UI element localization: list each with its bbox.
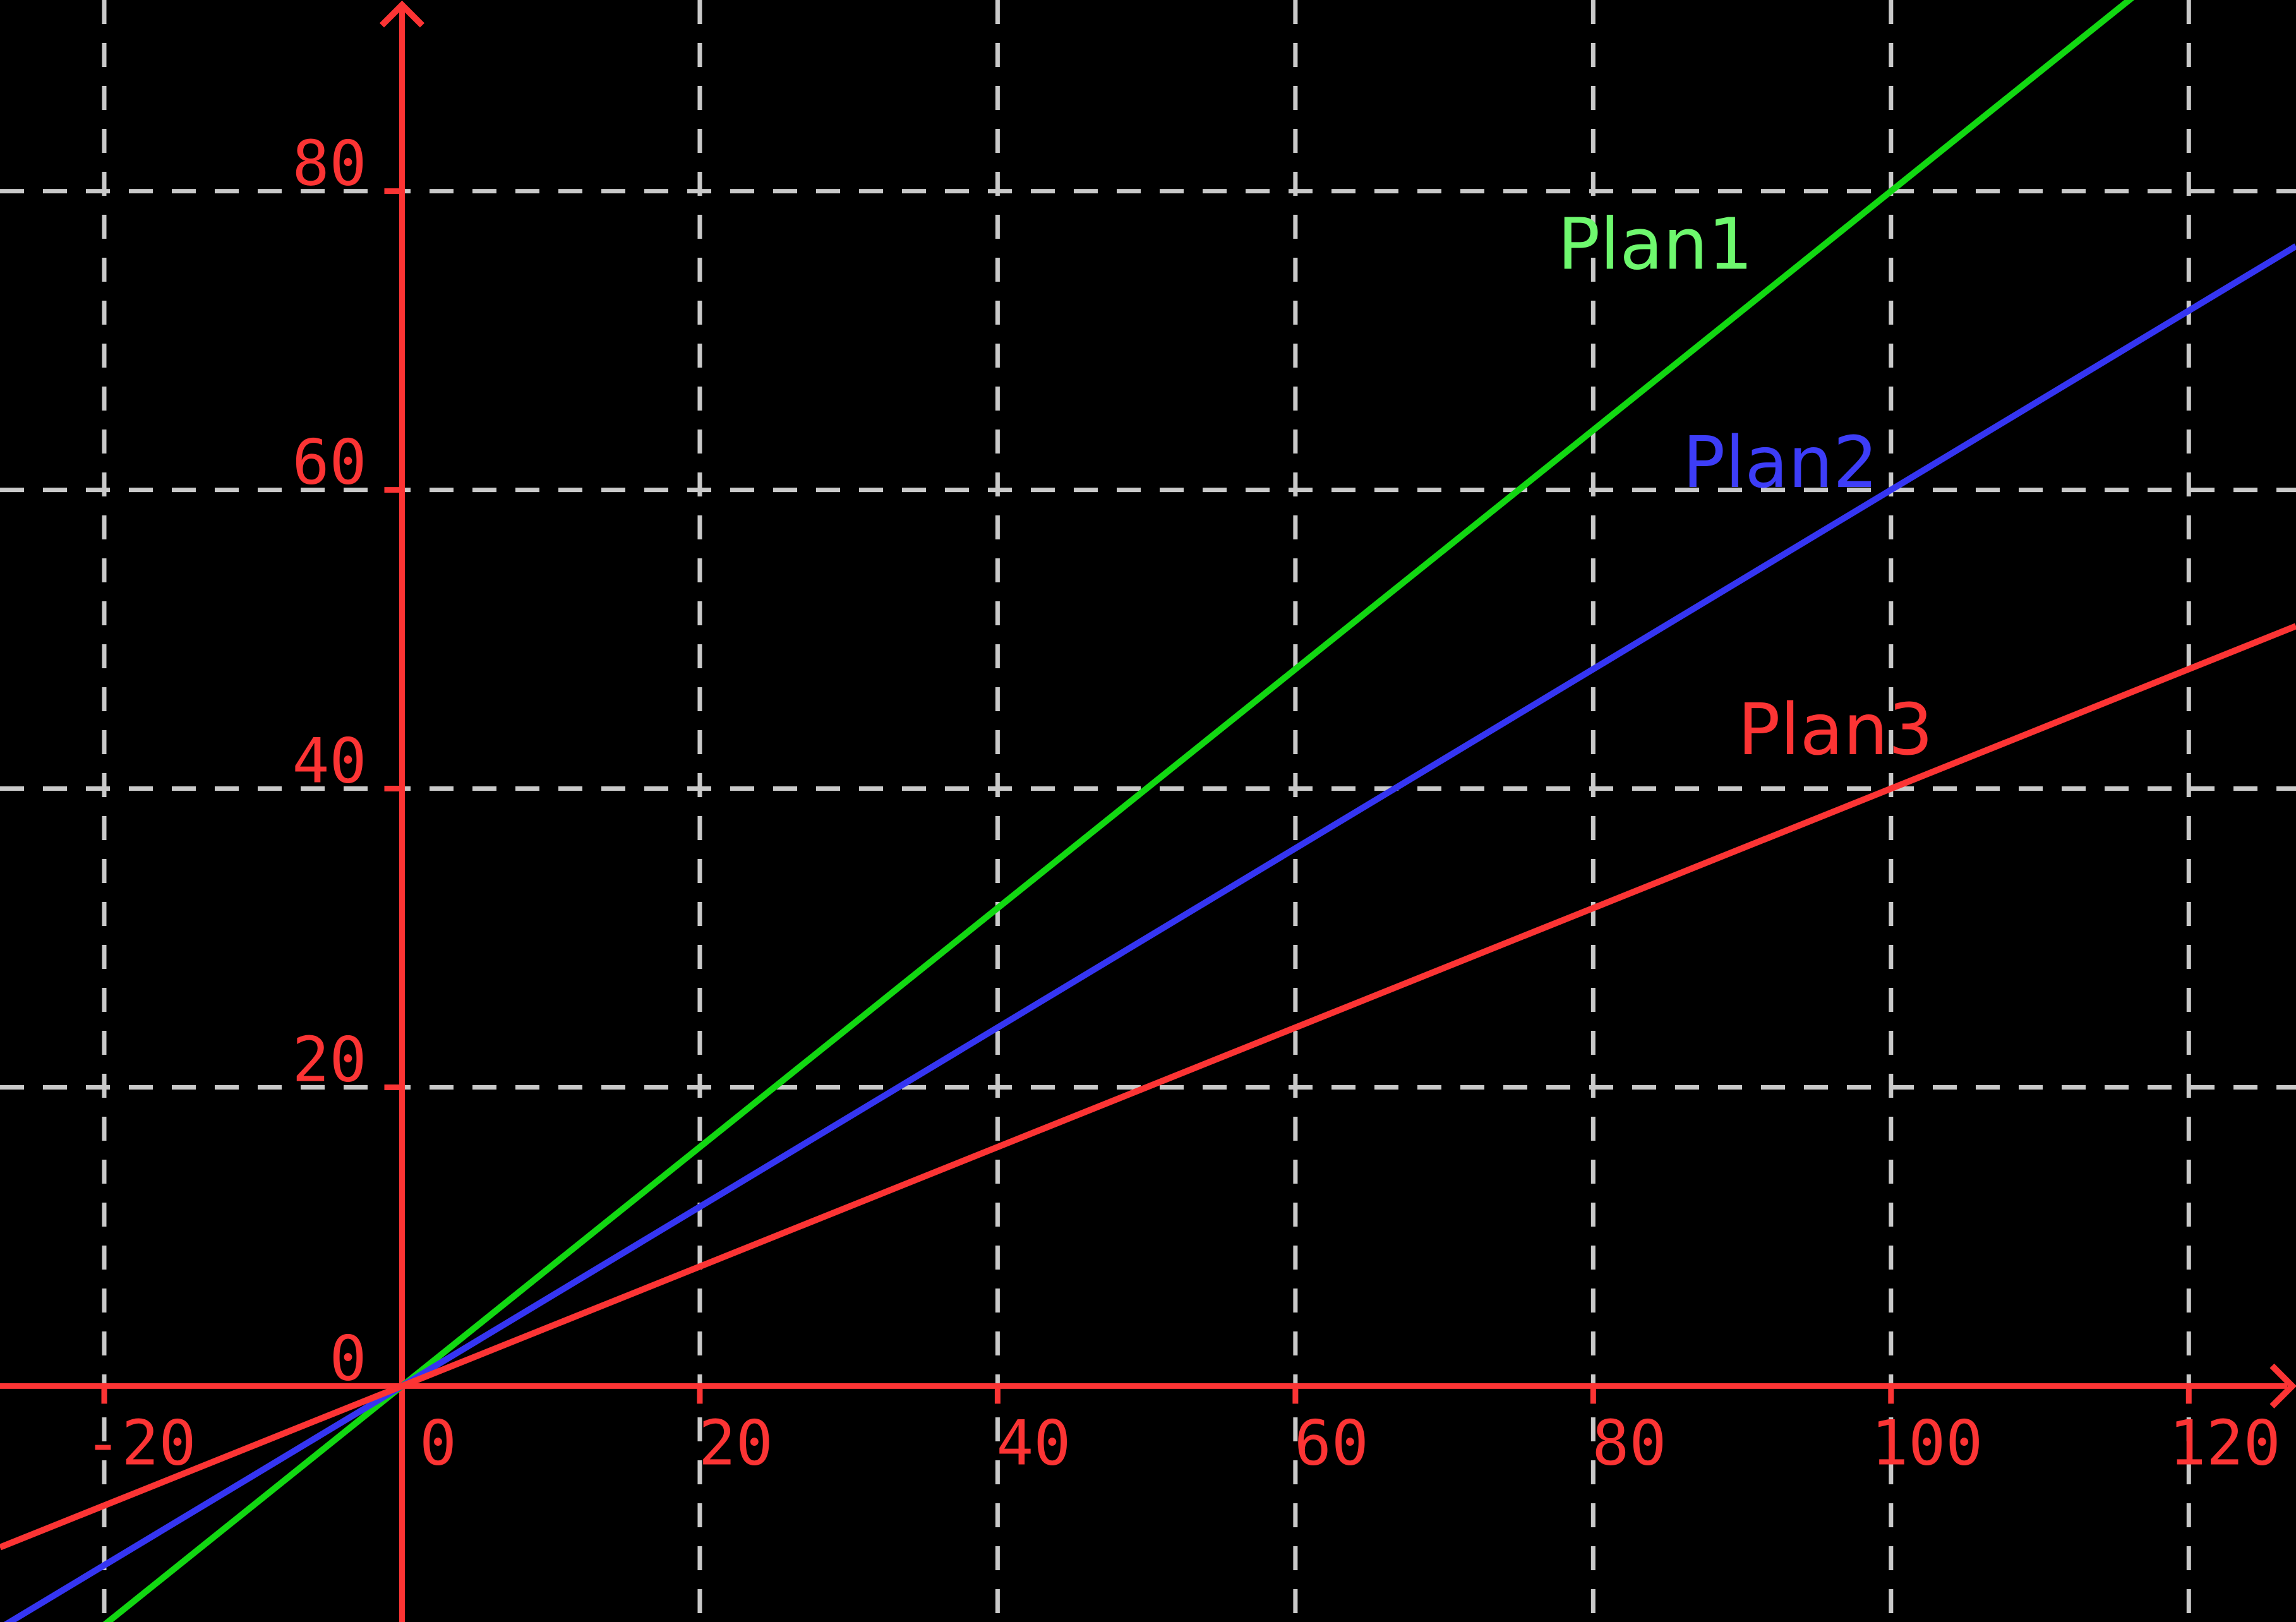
- x-tick-label-120: 120: [2169, 1407, 2281, 1479]
- x-tick-label-100: 100: [1871, 1407, 1983, 1479]
- series-line-plan2: [4, 243, 2296, 1622]
- x-tick-label-40: 40: [996, 1407, 1071, 1479]
- series-label-plan1: Plan1: [1558, 204, 1753, 286]
- y-axis-arrow-icon: [379, 0, 425, 28]
- x-tick-label-60: 60: [1294, 1407, 1369, 1479]
- y-tick-label-40: 40: [292, 726, 366, 798]
- y-tick-label-80: 80: [292, 128, 366, 200]
- series-label-plan2: Plan2: [1683, 422, 1878, 504]
- series-label-plan3: Plan3: [1738, 689, 1933, 771]
- x-tick-label-80: 80: [1592, 1407, 1666, 1479]
- y-tick-label-20: 20: [292, 1024, 366, 1096]
- x-tick-label-20: 20: [699, 1407, 773, 1479]
- y-tick-label-60: 60: [292, 427, 366, 499]
- series-line-plan3: [0, 623, 2296, 1551]
- y-tick-label-0: 0: [329, 1323, 366, 1395]
- x-tick-label--20: -20: [85, 1407, 196, 1479]
- x-tick-label-0: 0: [419, 1407, 457, 1479]
- x-axis-arrow-icon: [2269, 1363, 2296, 1409]
